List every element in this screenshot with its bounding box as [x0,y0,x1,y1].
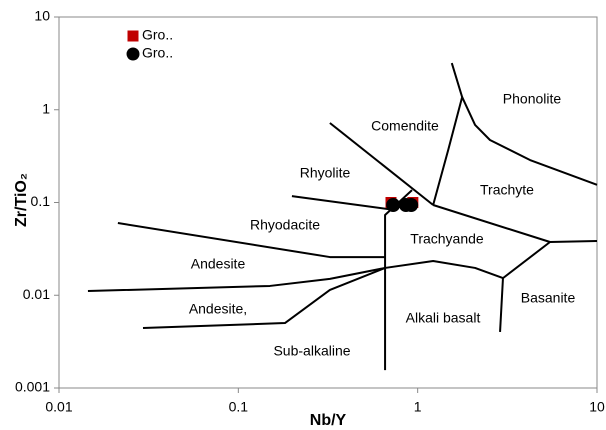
field-label: Comendite [371,118,439,134]
field-boundary [461,96,598,186]
field-boundary [384,189,413,371]
x-tick-label: 0.1 [229,399,249,415]
marker [386,197,401,212]
legend-marker [126,47,140,61]
field-label: Basanite [521,290,576,306]
field-label: Trachyande [410,231,484,247]
field-boundary [499,241,551,333]
y-axis-label: Zr/TiO₂ [13,173,30,227]
field-label: Rhyodacite [250,217,320,233]
field-label: Andesite [191,256,246,272]
y-tick-label: 10 [34,8,50,24]
plot-frame [58,16,598,389]
y-tick-label: 0.01 [23,286,50,302]
legend-marker [127,30,139,42]
x-tick-label: 10 [589,399,605,415]
legend-label: Gro.. [142,27,173,43]
field-label: Sub-alkaline [273,343,350,359]
field-label: Phonolite [503,91,562,107]
y-tick-label: 1 [42,100,50,116]
field-label: Trachyte [480,182,534,198]
field-boundary [329,122,434,206]
field-label: Andesite, [189,301,247,317]
legend-label: Gro.. [142,45,173,61]
field-boundary [117,222,386,259]
field-boundary [291,195,396,211]
x-tick-label: 1 [414,399,422,415]
field-boundary [142,267,386,330]
field-label: Alkali basalt [406,310,481,326]
x-axis-label: Nb/Y [310,412,347,429]
field-boundary [87,260,504,293]
field-label: Rhyolite [300,165,351,181]
marker [404,197,419,212]
x-tick-label: 0.01 [45,399,72,415]
y-tick-label: 0.001 [15,379,50,395]
y-tick-label: 0.1 [31,193,51,209]
field-boundary [432,62,464,206]
